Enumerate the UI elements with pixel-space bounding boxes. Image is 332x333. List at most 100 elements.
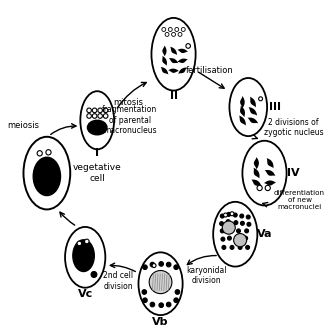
Text: Va: Va	[257, 229, 272, 239]
Circle shape	[98, 108, 102, 113]
Text: 2nd cell
division: 2nd cell division	[103, 271, 133, 291]
Circle shape	[259, 97, 263, 101]
Circle shape	[220, 229, 224, 233]
Text: Vc: Vc	[78, 289, 93, 299]
Circle shape	[77, 241, 82, 246]
Circle shape	[233, 213, 237, 217]
Polygon shape	[178, 68, 187, 74]
Circle shape	[237, 229, 240, 233]
Circle shape	[244, 236, 248, 240]
Text: fragmentation
of parental
macronucleus: fragmentation of parental macronucleus	[102, 105, 157, 135]
Circle shape	[92, 114, 97, 118]
Circle shape	[103, 108, 108, 113]
Polygon shape	[239, 116, 246, 126]
Circle shape	[103, 114, 108, 118]
Circle shape	[46, 150, 51, 155]
Circle shape	[85, 239, 89, 244]
Circle shape	[220, 222, 223, 226]
Circle shape	[257, 185, 262, 190]
Circle shape	[240, 214, 244, 218]
Polygon shape	[250, 97, 256, 108]
Circle shape	[234, 221, 238, 225]
Ellipse shape	[65, 227, 105, 288]
Ellipse shape	[87, 120, 107, 135]
Circle shape	[98, 114, 102, 118]
Polygon shape	[248, 118, 258, 123]
Text: III: III	[269, 102, 281, 112]
Text: IV: IV	[288, 168, 300, 178]
Circle shape	[87, 114, 91, 118]
Polygon shape	[169, 58, 178, 63]
Circle shape	[159, 303, 163, 307]
Polygon shape	[249, 107, 257, 116]
Polygon shape	[264, 180, 276, 185]
Circle shape	[230, 212, 234, 216]
Circle shape	[265, 185, 270, 190]
Circle shape	[152, 264, 156, 267]
Circle shape	[149, 270, 172, 294]
Polygon shape	[162, 46, 167, 56]
Circle shape	[150, 262, 155, 267]
Circle shape	[236, 237, 239, 241]
Circle shape	[150, 302, 155, 307]
Circle shape	[246, 215, 250, 219]
Polygon shape	[254, 168, 260, 178]
Circle shape	[174, 298, 178, 303]
Polygon shape	[265, 170, 275, 176]
Ellipse shape	[229, 78, 267, 136]
Ellipse shape	[33, 157, 60, 195]
Circle shape	[143, 265, 147, 269]
Polygon shape	[251, 179, 261, 186]
Polygon shape	[240, 106, 245, 117]
Circle shape	[221, 237, 225, 241]
Circle shape	[181, 28, 185, 31]
Circle shape	[92, 108, 97, 113]
Polygon shape	[162, 56, 167, 66]
Text: meiosis: meiosis	[8, 121, 40, 130]
Circle shape	[175, 290, 180, 294]
Circle shape	[37, 151, 42, 156]
Polygon shape	[170, 47, 177, 55]
Circle shape	[222, 245, 226, 249]
Ellipse shape	[73, 240, 94, 271]
Circle shape	[240, 221, 244, 225]
Text: differentiation
of new
macronuclei: differentiation of new macronuclei	[274, 189, 325, 209]
Text: I: I	[95, 148, 99, 158]
Circle shape	[91, 271, 97, 277]
Circle shape	[172, 32, 176, 36]
Circle shape	[227, 236, 231, 240]
Polygon shape	[168, 69, 179, 73]
Polygon shape	[161, 67, 168, 75]
Circle shape	[186, 44, 191, 48]
Circle shape	[166, 302, 171, 307]
Circle shape	[227, 212, 231, 216]
Ellipse shape	[24, 137, 70, 209]
Circle shape	[245, 229, 249, 233]
Circle shape	[143, 298, 147, 303]
Circle shape	[247, 222, 251, 226]
Circle shape	[228, 228, 232, 232]
Text: mitosis: mitosis	[113, 98, 143, 107]
Ellipse shape	[138, 252, 183, 315]
Circle shape	[174, 265, 178, 269]
Polygon shape	[178, 59, 188, 63]
Circle shape	[234, 233, 247, 247]
Polygon shape	[254, 157, 259, 169]
Circle shape	[223, 213, 227, 217]
Circle shape	[246, 245, 250, 249]
Polygon shape	[267, 158, 274, 168]
Circle shape	[230, 245, 234, 249]
Text: II: II	[170, 91, 178, 101]
Circle shape	[159, 262, 163, 266]
Ellipse shape	[213, 202, 257, 266]
Circle shape	[165, 32, 169, 36]
Circle shape	[178, 32, 182, 36]
Polygon shape	[240, 96, 245, 108]
Polygon shape	[177, 49, 188, 53]
Circle shape	[168, 28, 172, 31]
Circle shape	[222, 221, 235, 234]
Ellipse shape	[80, 91, 114, 149]
Circle shape	[238, 245, 242, 249]
Circle shape	[87, 108, 91, 113]
Ellipse shape	[151, 18, 196, 91]
